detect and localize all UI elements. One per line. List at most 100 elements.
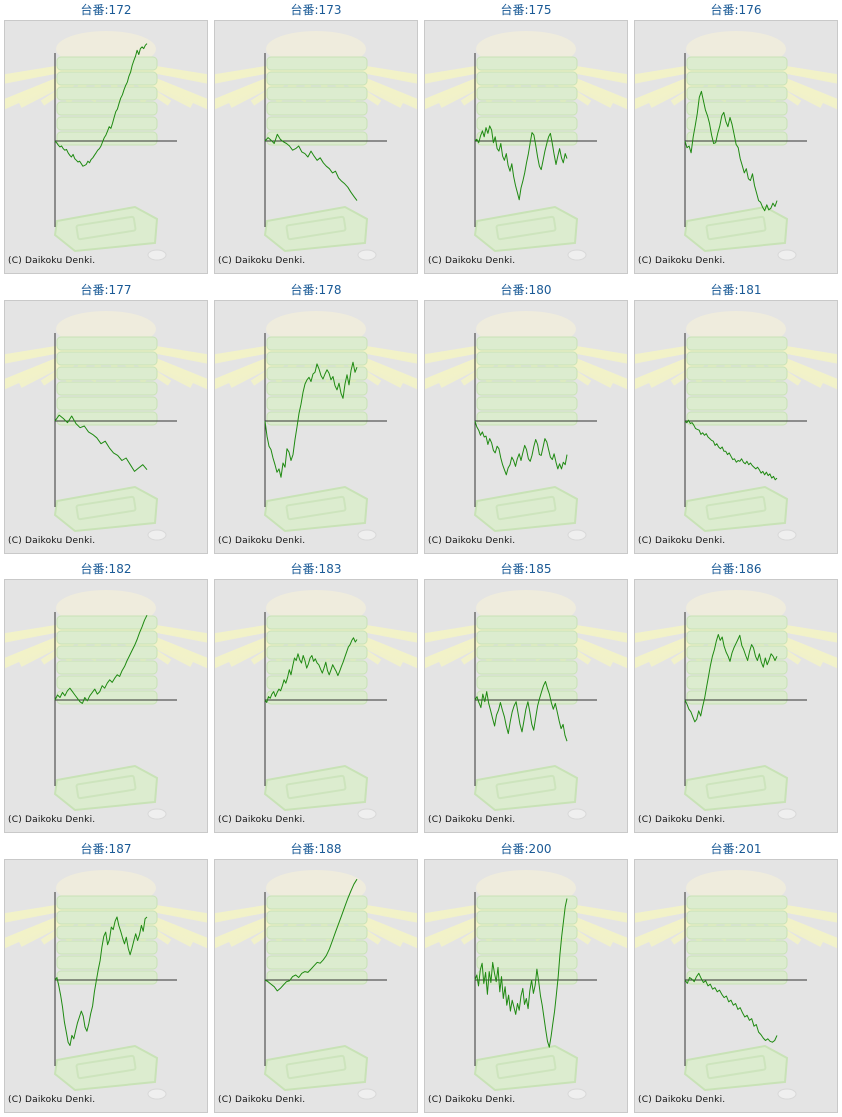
slump-chart-cell: 台番:182 (C) Daikoku Denki. [4,559,208,833]
machine-watermark [5,311,207,541]
slump-chart-cell: 台番:183 (C) Daikoku Denki. [214,559,418,833]
slump-chart-cell: 台番:177 (C) Daikoku Denki. [4,280,208,554]
chart-title: 台番:177 [80,283,132,297]
chart-frame: (C) Daikoku Denki. [214,20,418,274]
copyright-credit: (C) Daikoku Denki. [638,1095,726,1105]
machine-watermark [5,870,207,1100]
copyright-credit: (C) Daikoku Denki. [428,536,516,546]
machine-watermark [635,870,837,1100]
machine-watermark [425,590,627,820]
slump-line [54,916,148,1046]
copyright-credit: (C) Daikoku Denki. [8,256,96,266]
copyright-credit: (C) Daikoku Denki. [638,815,726,825]
slump-graph [425,590,627,820]
slump-graph [425,870,627,1100]
copyright-credit: (C) Daikoku Denki. [218,536,306,546]
slump-line [264,878,358,992]
chart-frame: (C) Daikoku Denki. [634,20,838,274]
copyright-credit: (C) Daikoku Denki. [8,536,96,546]
chart-frame: (C) Daikoku Denki. [424,579,628,833]
slump-graph [635,311,837,541]
chart-frame: (C) Daikoku Denki. [634,859,838,1113]
slump-chart-cell: 台番:178 (C) Daikoku Denki. [214,280,418,554]
slump-line [474,681,568,742]
machine-watermark [635,31,837,261]
chart-frame: (C) Daikoku Denki. [4,300,208,554]
chart-frame: (C) Daikoku Denki. [214,300,418,554]
copyright-credit: (C) Daikoku Denki. [8,815,96,825]
chart-frame: (C) Daikoku Denki. [424,859,628,1113]
slump-chart-cell: 台番:188 (C) Daikoku Denki. [214,839,418,1113]
copyright-credit: (C) Daikoku Denki. [428,1095,516,1105]
slump-chart-cell: 台番:176 (C) Daikoku Denki. [634,0,838,274]
slump-graph [5,31,207,261]
chart-title: 台番:173 [290,3,342,17]
slump-line [684,90,778,212]
copyright-credit: (C) Daikoku Denki. [218,1095,306,1105]
copyright-credit: (C) Daikoku Denki. [638,536,726,546]
copyright-credit: (C) Daikoku Denki. [428,256,516,266]
chart-title: 台番:183 [290,562,342,576]
chart-frame: (C) Daikoku Denki. [634,300,838,554]
machine-watermark [215,870,417,1100]
copyright-credit: (C) Daikoku Denki. [638,256,726,266]
machine-watermark [425,311,627,541]
slump-graph [215,311,417,541]
machine-watermark [215,311,417,541]
machine-watermark [635,590,837,820]
chart-frame: (C) Daikoku Denki. [424,20,628,274]
chart-title: 台番:176 [710,3,762,17]
slump-line [264,361,358,478]
machine-watermark [215,31,417,261]
slump-chart-cell: 台番:172 (C) Daikoku Denki. [4,0,208,274]
chart-frame: (C) Daikoku Denki. [4,859,208,1113]
slump-graph [635,590,837,820]
slump-graph [425,31,627,261]
chart-frame: (C) Daikoku Denki. [214,859,418,1113]
machine-watermark [5,31,207,261]
machine-watermark [425,31,627,261]
slump-graph [635,31,837,261]
chart-title: 台番:172 [80,3,132,17]
slump-graph [5,870,207,1100]
chart-title: 台番:178 [290,283,342,297]
machine-watermark [425,870,627,1100]
slump-line [54,414,148,472]
chart-title: 台番:187 [80,842,132,856]
slump-line [474,125,568,201]
slump-chart-cell: 台番:200 (C) Daikoku Denki. [424,839,628,1113]
copyright-credit: (C) Daikoku Denki. [428,815,516,825]
chart-frame: (C) Daikoku Denki. [4,579,208,833]
slump-chart-cell: 台番:180 (C) Daikoku Denki. [424,280,628,554]
copyright-credit: (C) Daikoku Denki. [218,256,306,266]
slump-line [264,637,358,703]
slump-line [684,419,778,481]
slump-graph [635,870,837,1100]
slump-chart-cell: 台番:186 (C) Daikoku Denki. [634,559,838,833]
chart-title: 台番:180 [500,283,552,297]
chart-title: 台番:182 [80,562,132,576]
slump-graph [425,311,627,541]
slump-graph [215,31,417,261]
slump-chart-cell: 台番:173 (C) Daikoku Denki. [214,0,418,274]
chart-title: 台番:201 [710,842,762,856]
chart-frame: (C) Daikoku Denki. [4,20,208,274]
chart-title: 台番:200 [500,842,552,856]
slump-line [54,614,148,704]
slump-chart-cell: 台番:187 (C) Daikoku Denki. [4,839,208,1113]
slump-graph [215,870,417,1100]
machine-watermark [215,590,417,820]
chart-title: 台番:181 [710,283,762,297]
slump-chart-cell: 台番:175 (C) Daikoku Denki. [424,0,628,274]
chart-frame: (C) Daikoku Denki. [214,579,418,833]
copyright-credit: (C) Daikoku Denki. [218,815,306,825]
slump-graph [5,311,207,541]
slump-chart-cell: 台番:181 (C) Daikoku Denki. [634,280,838,554]
slump-line [474,420,568,476]
slump-chart-cell: 台番:201 (C) Daikoku Denki. [634,839,838,1113]
slump-line [54,43,148,167]
chart-frame: (C) Daikoku Denki. [634,579,838,833]
slump-chart-cell: 台番:185 (C) Daikoku Denki. [424,559,628,833]
chart-frame: (C) Daikoku Denki. [424,300,628,554]
chart-title: 台番:186 [710,562,762,576]
